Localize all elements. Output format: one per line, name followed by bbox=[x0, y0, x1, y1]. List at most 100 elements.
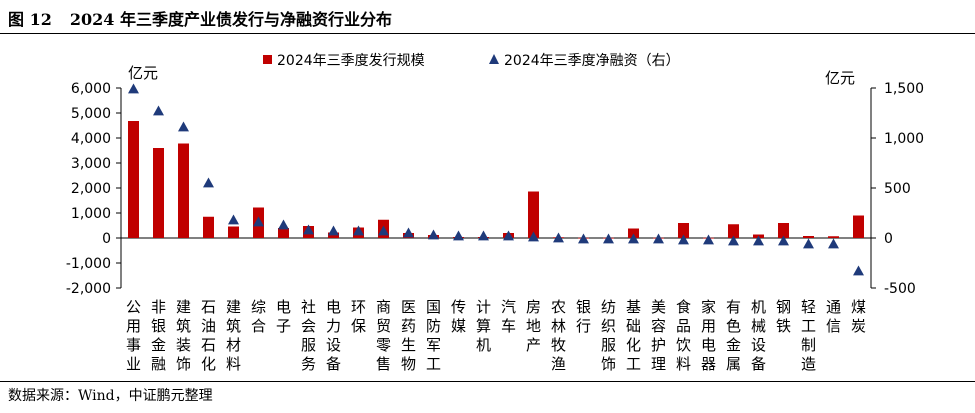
x-category-label: 钢铁 bbox=[776, 298, 791, 335]
x-category-label: 石油石化 bbox=[201, 298, 216, 373]
y-left-tick-label: 6,000 bbox=[71, 81, 111, 97]
x-category-label: 食品饮料 bbox=[676, 298, 691, 373]
x-category-label: 计算机 bbox=[476, 298, 491, 354]
x-category-label: 商贸零售 bbox=[376, 298, 391, 373]
bar-issuance bbox=[528, 191, 539, 238]
marker-net-financing bbox=[628, 233, 639, 244]
y-left-tick-label: -1,000 bbox=[66, 256, 111, 272]
y-left-tick-label: 5,000 bbox=[71, 106, 111, 122]
legend-marker-swatch bbox=[489, 54, 499, 64]
figure-title-block: 图 12 2024 年三季度产业债发行与净融资行业分布 bbox=[8, 6, 392, 30]
marker-net-financing bbox=[553, 232, 564, 243]
bar-issuance bbox=[728, 224, 739, 238]
figure-number: 图 12 bbox=[8, 10, 52, 29]
x-category-label: 农林牧渔 bbox=[551, 298, 566, 373]
x-category-label: 美容护理 bbox=[651, 298, 666, 373]
bar-issuance bbox=[178, 143, 189, 238]
marker-net-financing bbox=[528, 231, 539, 242]
marker-net-financing bbox=[753, 235, 764, 246]
marker-net-financing bbox=[703, 234, 714, 245]
x-category-label: 通信 bbox=[826, 298, 841, 335]
marker-net-financing bbox=[478, 230, 489, 241]
x-category-label: 银行 bbox=[576, 298, 591, 335]
marker-net-financing bbox=[328, 225, 339, 236]
marker-net-financing bbox=[278, 219, 289, 230]
x-category-label: 家用电器 bbox=[701, 298, 716, 373]
x-category-label: 纺织服饰 bbox=[601, 298, 616, 373]
marker-net-financing bbox=[203, 177, 214, 188]
x-category-label: 机械设备 bbox=[751, 298, 766, 373]
y-right-tick-label: -500 bbox=[884, 281, 916, 297]
x-category-label: 有色金属 bbox=[726, 298, 741, 373]
marker-net-financing bbox=[403, 227, 414, 238]
marker-net-financing bbox=[178, 121, 189, 132]
x-category-label: 传媒 bbox=[451, 298, 466, 335]
x-category-label: 非银金融 bbox=[151, 298, 166, 373]
bar-issuance bbox=[628, 228, 639, 238]
y-right-unit: 亿元 bbox=[825, 69, 855, 87]
x-category-label: 汽车 bbox=[501, 298, 516, 335]
marker-net-financing bbox=[603, 233, 614, 244]
y-left-tick-label: 2,000 bbox=[71, 181, 111, 197]
marker-net-financing bbox=[578, 233, 589, 244]
marker-net-financing bbox=[128, 83, 139, 94]
y-right-tick-label: 500 bbox=[884, 181, 911, 197]
bottom-rule bbox=[0, 381, 975, 382]
x-category-label: 建筑装饰 bbox=[176, 298, 191, 373]
legend-bar-swatch bbox=[263, 55, 272, 64]
legend-bar-label: 2024年三季度发行规模 bbox=[277, 53, 425, 69]
bar-issuance bbox=[803, 236, 814, 238]
bar-issuance bbox=[203, 216, 214, 238]
x-category-label: 环保 bbox=[351, 298, 366, 335]
marker-net-financing bbox=[778, 235, 789, 246]
marker-net-financing bbox=[428, 229, 439, 240]
x-category-label: 建筑材料 bbox=[226, 298, 241, 373]
legend-marker-label: 2024年三季度净融资（右） bbox=[504, 53, 680, 69]
bar-issuance bbox=[778, 223, 789, 238]
x-category-label: 国防军工 bbox=[426, 298, 441, 373]
y-left-tick-label: 0 bbox=[102, 231, 111, 247]
source-note: 数据来源：Wind，中证鹏元整理 bbox=[8, 388, 213, 404]
marker-net-financing bbox=[153, 105, 164, 116]
marker-net-financing bbox=[453, 230, 464, 241]
y-right-tick-label: 1,500 bbox=[884, 81, 924, 97]
bar-issuance bbox=[228, 226, 239, 238]
y-left-tick-label: -2,000 bbox=[66, 281, 111, 297]
marker-net-financing bbox=[228, 214, 239, 225]
marker-net-financing bbox=[728, 235, 739, 246]
marker-net-financing bbox=[503, 230, 514, 241]
bar-issuance bbox=[678, 223, 689, 238]
x-category-label: 公用事业 bbox=[126, 298, 141, 373]
bar-issuance bbox=[128, 121, 139, 238]
x-category-label: 煤炭 bbox=[851, 298, 866, 335]
bar-issuance bbox=[153, 148, 164, 238]
marker-net-financing bbox=[378, 225, 389, 236]
bar-issuance bbox=[828, 236, 839, 238]
y-right-tick-label: 0 bbox=[884, 231, 893, 247]
marker-net-financing bbox=[303, 224, 314, 235]
bar-issuance bbox=[278, 228, 289, 238]
marker-net-financing bbox=[253, 216, 264, 227]
x-category-label: 社会服务 bbox=[301, 298, 316, 373]
x-category-label: 基础化工 bbox=[626, 298, 641, 373]
marker-net-financing bbox=[803, 238, 814, 249]
x-category-label: 房地产 bbox=[526, 298, 541, 354]
x-category-label: 电子 bbox=[276, 298, 291, 335]
marker-net-financing bbox=[853, 265, 864, 276]
y-left-tick-label: 1,000 bbox=[71, 206, 111, 222]
bar-issuance bbox=[853, 215, 864, 238]
marker-net-financing bbox=[678, 234, 689, 245]
figure-title: 2024 年三季度产业债发行与净融资行业分布 bbox=[69, 10, 392, 29]
marker-net-financing bbox=[653, 233, 664, 244]
marker-net-financing bbox=[353, 225, 364, 236]
y-left-tick-label: 3,000 bbox=[71, 156, 111, 172]
y-left-tick-label: 4,000 bbox=[71, 131, 111, 147]
chart-area: -2,000 -1,000 0 1,000 2,000 3,000 4,000 5,000 6,… bbox=[66, 53, 924, 373]
x-category-label: 轻工制造 bbox=[801, 298, 816, 373]
y-right-tick-label: 1,000 bbox=[884, 131, 924, 147]
y-left-unit: 亿元 bbox=[128, 64, 158, 82]
marker-net-financing bbox=[828, 238, 839, 249]
x-category-label: 电力设备 bbox=[326, 298, 341, 373]
x-category-label: 医药生物 bbox=[401, 298, 416, 373]
top-rule bbox=[0, 33, 975, 34]
